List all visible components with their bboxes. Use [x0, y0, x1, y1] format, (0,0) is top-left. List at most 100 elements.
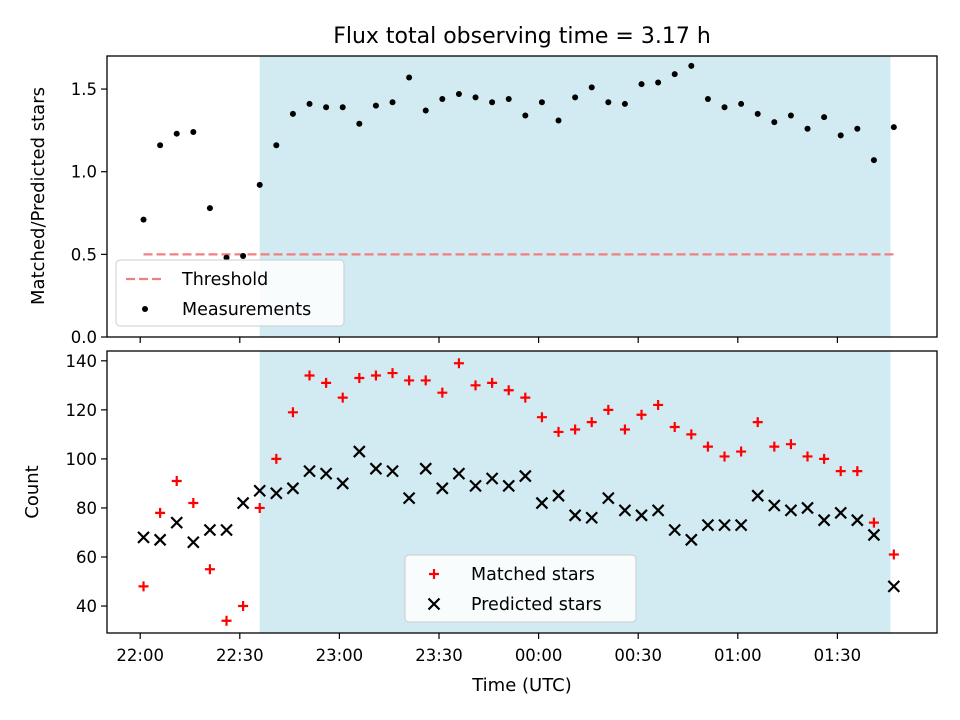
bottom-y-tick-label: 140	[66, 352, 98, 371]
bottom-series-1-point	[436, 482, 449, 495]
bottom-series-1-point	[867, 528, 881, 542]
bottom-series-1-point	[153, 533, 167, 547]
chart-title: Flux total observing time = 3.17 h	[333, 24, 711, 49]
top-series-0-point	[837, 132, 844, 139]
bottom-legend-swatch	[427, 597, 441, 611]
bottom-series-1-point	[319, 467, 333, 480]
bottom-series-1-point	[170, 516, 183, 529]
bottom-series-0-point	[653, 399, 664, 410]
bottom-series-1-point	[887, 580, 901, 593]
bottom-series-0-point	[221, 615, 232, 626]
top-series-0-point	[256, 181, 263, 188]
top-series-0-point	[422, 107, 429, 114]
bottom-x-tick-label: 23:30	[415, 646, 463, 665]
bottom-series-1-point	[303, 464, 316, 478]
bottom-series-0-point	[719, 451, 730, 462]
bottom-series-0-point	[437, 387, 448, 398]
top-series-0-point	[206, 205, 213, 212]
bottom-series-0-point	[520, 392, 531, 403]
bottom-series-1-point	[485, 472, 499, 485]
bottom-series-0-point	[204, 564, 215, 575]
bottom-series-1-point	[651, 504, 665, 517]
bottom-series-0-point	[669, 422, 680, 433]
top-series-0-point	[572, 94, 579, 101]
top-series-0-point	[804, 125, 811, 132]
bottom-series-0-point	[487, 377, 498, 388]
bottom-series-1-point	[452, 467, 466, 480]
top-series-0-point	[555, 117, 562, 124]
bottom-series-1-point	[236, 496, 250, 510]
top-y-tick-label: 1.5	[71, 80, 97, 99]
top-y-tick-label: 0.0	[71, 328, 97, 347]
x-axis-label: Time (UTC)	[471, 675, 572, 696]
bottom-x-tick-label: 23:00	[316, 646, 364, 665]
bottom-series-1-point	[502, 479, 515, 493]
top-series-0-point	[688, 62, 695, 69]
bottom-series-1-point	[585, 511, 598, 525]
bottom-series-1-point	[701, 518, 715, 532]
bottom-series-0-point	[254, 502, 265, 513]
bottom-y-tick-label: 40	[76, 597, 97, 616]
bottom-series-1-point	[635, 509, 648, 522]
top-series-0-point	[754, 110, 761, 117]
top-series-0-point	[821, 114, 828, 121]
bottom-series-0-point	[769, 441, 780, 452]
top-series-0-point	[638, 81, 645, 88]
bottom-series-0-point	[835, 466, 846, 477]
bottom-series-0-point	[785, 439, 796, 450]
bottom-series-0-point	[536, 412, 547, 423]
bottom-series-0-point	[354, 372, 365, 383]
bottom-series-1-point	[751, 489, 764, 502]
top-series-0-point	[854, 125, 861, 132]
bottom-series-0-point	[155, 507, 166, 518]
bottom-series-0-point	[271, 453, 282, 464]
bottom-series-0-point	[171, 475, 182, 486]
bottom-series-0-point	[570, 424, 581, 435]
top-series-0-point	[240, 253, 247, 260]
top-series-0-point	[306, 100, 313, 107]
bottom-series-1-point	[369, 462, 383, 475]
top-series-0-point	[787, 112, 794, 119]
bottom-x-tick-label: 22:30	[216, 646, 264, 665]
bottom-x-tick-label: 01:00	[714, 646, 762, 665]
bottom-series-0-point	[321, 377, 332, 388]
top-series-0-point	[721, 104, 728, 111]
bottom-series-1-point	[784, 504, 798, 517]
top-y-tick-label: 0.5	[71, 245, 97, 264]
top-series-0-point	[439, 95, 446, 102]
top-series-0-point	[190, 129, 197, 136]
bottom-series-0-point	[287, 407, 298, 418]
top-series-0-point	[372, 102, 379, 109]
top-series-0-point	[273, 142, 280, 149]
bottom-series-1-point	[834, 506, 847, 520]
bottom-series-0-point	[852, 466, 863, 477]
bottom-series-0-point	[337, 392, 348, 403]
bottom-series-1-point	[402, 491, 416, 505]
bottom-legend-label: Matched stars	[471, 565, 595, 585]
bottom-series-0-point	[387, 368, 398, 379]
bottom-series-1-point	[768, 499, 781, 512]
bottom-series-0-point	[503, 385, 514, 396]
bottom-series-1-point	[668, 523, 681, 537]
top-series-0-point	[472, 94, 479, 101]
top-legend-swatch	[142, 306, 148, 312]
top-series-0-point	[738, 100, 745, 107]
bottom-series-0-point	[238, 601, 249, 612]
bottom-series-1-point	[851, 513, 864, 527]
bottom-series-0-point	[802, 451, 813, 462]
bottom-series-0-point	[819, 453, 830, 464]
top-series-0-point	[289, 110, 296, 117]
top-series-0-point	[605, 99, 612, 106]
top-series-0-point	[890, 124, 897, 131]
bottom-series-1-point	[685, 533, 698, 547]
bottom-series-0-point	[553, 426, 564, 437]
top-series-0-point	[588, 84, 595, 91]
bottom-series-1-point	[734, 518, 748, 532]
bottom-series-0-point	[404, 375, 415, 386]
top-panel: 0.0 0.5 1.0 1.5 Threshold Measurements	[71, 55, 938, 347]
bottom-series-0-point	[736, 446, 747, 457]
bottom-x-tick-label: 01:30	[814, 646, 862, 665]
top-series-0-point	[140, 216, 147, 223]
bottom-y-tick-label: 120	[66, 401, 98, 420]
